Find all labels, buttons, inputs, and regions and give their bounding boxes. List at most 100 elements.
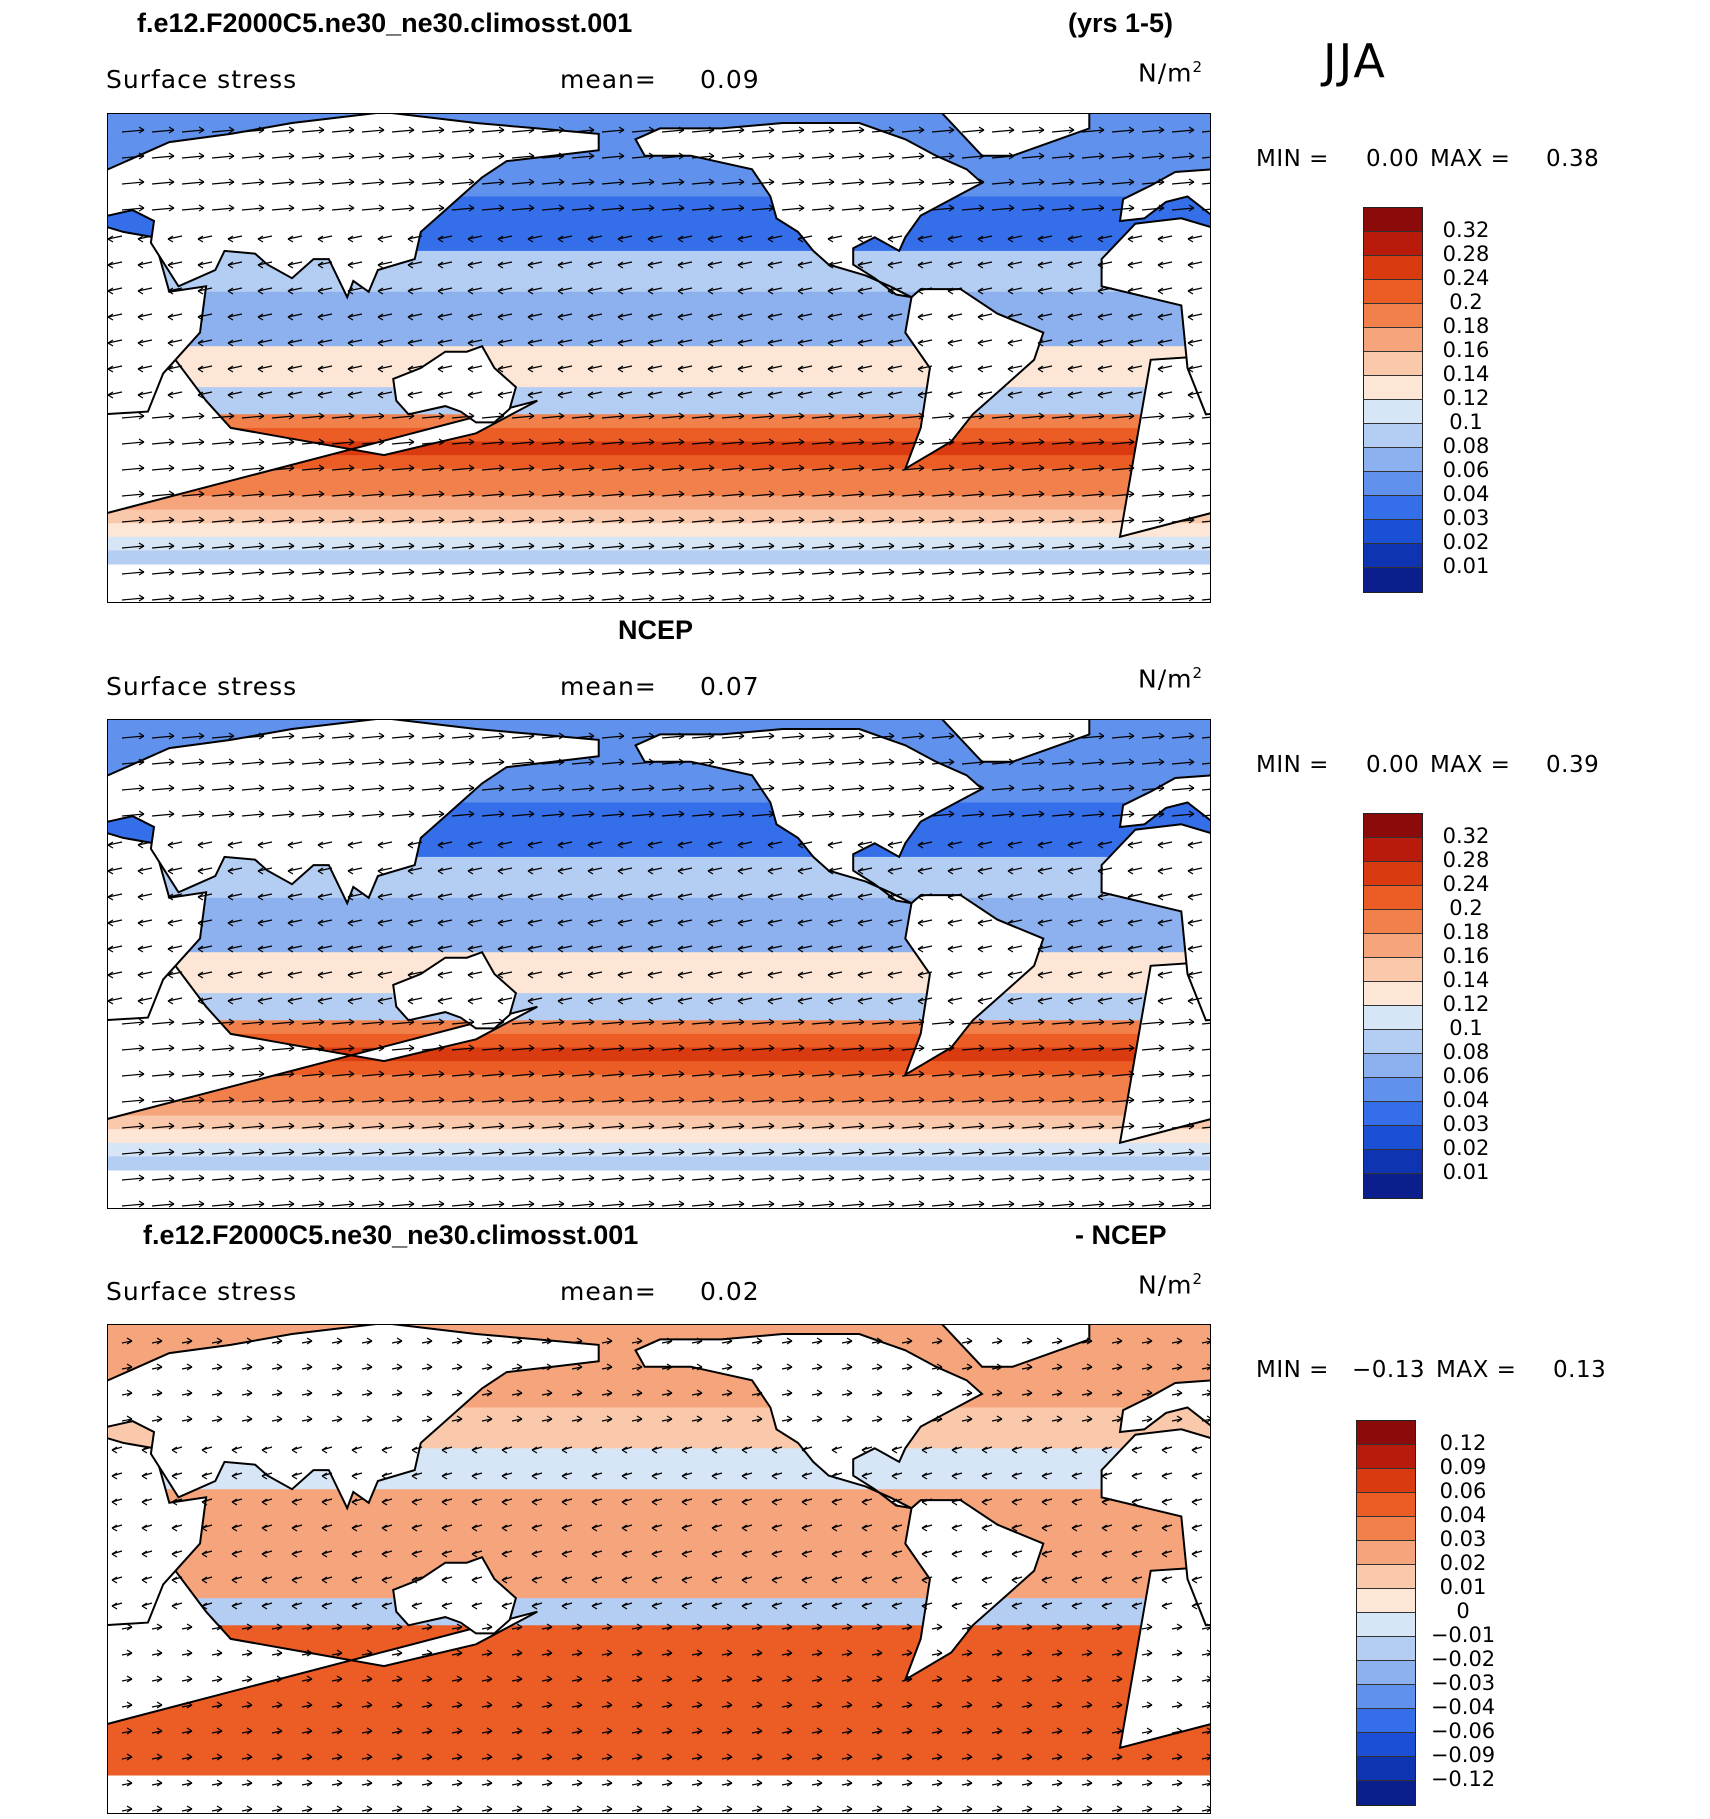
stress-vector-head xyxy=(528,1018,535,1026)
stress-vector xyxy=(331,1099,355,1103)
stress-vector-head xyxy=(317,867,324,875)
stress-vector-head xyxy=(857,235,864,243)
stress-vector xyxy=(1187,893,1203,898)
stress-vector-head xyxy=(936,1779,943,1787)
stress-vector xyxy=(241,787,265,791)
stress-vector-head xyxy=(257,867,264,875)
stress-vector-head xyxy=(378,568,385,576)
stress-vector-head xyxy=(1127,971,1134,979)
stress-vector xyxy=(961,1203,985,1207)
stress-vector xyxy=(421,181,445,185)
stress-vector-head xyxy=(348,438,355,446)
stress-vector-head xyxy=(197,971,204,979)
stress-vector xyxy=(151,1125,175,1129)
stress-vector xyxy=(1067,867,1083,872)
stress-vector xyxy=(511,735,535,739)
stress-vector xyxy=(541,1047,565,1051)
stress-vector-head xyxy=(437,235,444,243)
stress-vector-head xyxy=(737,867,744,875)
stress-vector-head xyxy=(1128,1174,1135,1182)
stress-vector-head xyxy=(678,1148,685,1156)
stress-vector-head xyxy=(396,1389,403,1397)
stress-vector-head xyxy=(906,1753,913,1761)
stress-vector-head xyxy=(246,1337,253,1345)
stress-vector-head xyxy=(456,1753,463,1761)
stress-vector-head xyxy=(407,391,414,399)
stress-vector-head xyxy=(678,758,685,766)
stress-vector-head xyxy=(708,1200,715,1208)
stress-vector-head xyxy=(858,490,865,498)
stress-vector-head xyxy=(588,464,595,472)
coastline xyxy=(392,950,518,1030)
stress-vector-head xyxy=(756,1727,763,1735)
stress-vector-head xyxy=(711,1602,718,1610)
stress-vector-head xyxy=(186,1701,193,1709)
stress-vector-head xyxy=(168,1018,175,1026)
stress-vector xyxy=(421,1125,445,1129)
stress-vector xyxy=(691,1177,715,1181)
stress-vector-head xyxy=(1067,971,1074,979)
stress-vector xyxy=(1157,261,1173,266)
stress-vector xyxy=(1201,156,1210,159)
stress-vector-head xyxy=(918,784,925,792)
colorbar-swatch xyxy=(1357,1493,1415,1517)
stress-vector xyxy=(347,893,363,898)
stress-vector-head xyxy=(1071,1472,1078,1480)
stress-vector-head xyxy=(738,810,745,818)
stress-vector-head xyxy=(618,126,625,134)
stress-vector xyxy=(227,287,243,292)
stress-vector xyxy=(211,1021,235,1025)
stress-vector xyxy=(857,261,873,266)
stress-vector-head xyxy=(528,594,535,602)
stress-vector-head xyxy=(707,893,714,901)
stress-vector xyxy=(931,545,955,549)
stress-vector xyxy=(707,971,723,976)
stress-vector xyxy=(631,1099,655,1103)
stress-vector-head xyxy=(887,919,894,927)
stress-vector xyxy=(1201,208,1210,211)
stress-vector-head xyxy=(1146,1701,1153,1709)
stress-vector xyxy=(181,1099,205,1103)
stress-vector xyxy=(1127,235,1143,240)
stress-vector-head xyxy=(246,1779,253,1787)
stress-vector xyxy=(227,313,243,318)
stress-vector-head xyxy=(906,1389,913,1397)
stress-vector-head xyxy=(588,568,595,576)
stress-vector xyxy=(1201,520,1210,523)
stress-vector-head xyxy=(108,339,114,347)
stress-vector xyxy=(151,1073,175,1077)
stress-vector-head xyxy=(108,997,114,1005)
stress-vector xyxy=(211,545,235,549)
stress-vector-head xyxy=(108,391,114,399)
stress-vector xyxy=(901,1021,925,1025)
stress-vector-head xyxy=(1056,1415,1063,1423)
stress-band xyxy=(108,1706,1210,1721)
stress-vector xyxy=(331,129,355,133)
stress-vector-head xyxy=(198,568,205,576)
stress-vector-head xyxy=(546,1623,553,1631)
stress-vector xyxy=(691,1047,715,1051)
stress-vector-head xyxy=(906,1649,913,1657)
stress-vector-head xyxy=(1098,412,1105,420)
stress-vector xyxy=(797,893,813,898)
stress-vector-head xyxy=(348,464,355,472)
stress-vector xyxy=(347,313,363,318)
stress-vector xyxy=(737,339,753,344)
stress-band xyxy=(108,993,1210,1008)
stress-vector-head xyxy=(617,235,624,243)
stress-vector-head xyxy=(756,1701,763,1709)
stress-vector-head xyxy=(407,841,414,849)
stress-vector xyxy=(947,893,963,898)
stress-vector xyxy=(541,415,565,419)
stress-vector-head xyxy=(527,339,534,347)
stress-vector xyxy=(961,735,985,739)
stress-vector-head xyxy=(426,1805,433,1813)
stress-vector-head xyxy=(467,997,474,1005)
stress-vector-head xyxy=(336,1805,343,1813)
stress-vector xyxy=(481,813,505,817)
stress-vector-head xyxy=(456,1779,463,1787)
stress-vector-head xyxy=(276,1805,283,1813)
stress-vector-head xyxy=(467,391,474,399)
stress-vector xyxy=(617,919,633,924)
stress-vector xyxy=(1157,867,1173,872)
